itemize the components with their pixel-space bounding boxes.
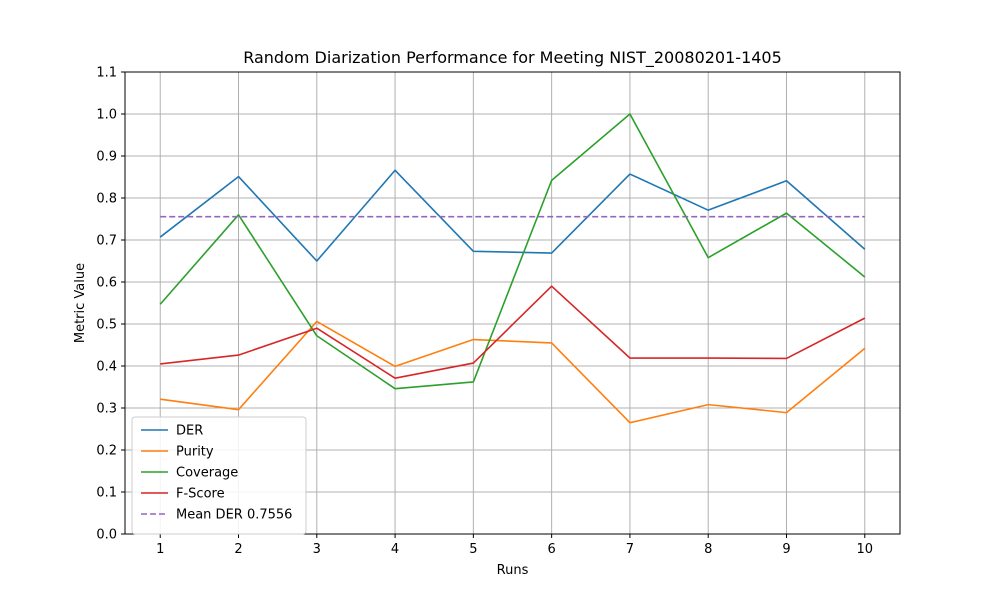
legend-label: F-Score [176,487,225,502]
legend-label: Purity [176,445,214,460]
series-lines [159,113,866,424]
y-tick-label: 1.1 [96,66,117,81]
legend-label: Coverage [176,466,238,481]
legend-label: Mean DER 0.7556 [176,508,292,523]
y-tick-label: 0.7 [96,234,117,249]
x-tick-label: 3 [313,542,321,557]
axis-ticks: 1 2 3 4 5 6 7 8 9 10 0.0 0.1 0.2 0.3 0.4 0.5 0.6 0.7 0.8 0.… [96,66,873,558]
legend: DER Purity Coverage F-Score Mean DER 0.7556 [131,416,307,535]
x-axis-label: Runs [497,563,529,578]
y-tick-label: 0.1 [96,486,117,501]
legend-box [131,416,307,535]
x-tick-label: 2 [234,542,242,557]
series-line-purity [160,320,866,424]
y-tick-label: 0.9 [96,150,117,165]
y-tick-label: 0.3 [96,402,117,417]
y-axis-label: Metric Value [73,263,88,343]
y-tick-label: 0.8 [96,192,117,207]
chart-title: Random Diarization Performance for Meeti… [243,48,782,68]
x-tick-label: 10 [856,542,873,557]
x-tick-label: 6 [548,542,556,557]
series-line-der [159,169,866,262]
legend-label: DER [176,424,203,439]
series-line-coverage [159,113,866,390]
x-tick-label: 7 [626,542,634,557]
y-tick-label: 0.5 [96,318,117,333]
x-tick-label: 9 [782,542,790,557]
x-tick-label: 5 [469,542,477,557]
plot-frame [124,71,901,535]
x-tick-label: 8 [704,542,712,557]
x-tick-label: 4 [391,542,399,557]
y-tick-label: 0.0 [96,528,117,543]
y-tick-label: 1.0 [96,108,117,123]
y-tick-label: 0.6 [96,276,117,291]
y-tick-label: 0.2 [96,444,117,459]
y-tick-label: 0.4 [96,360,117,375]
x-tick-label: 1 [156,542,164,557]
series-line-f-score [160,285,866,379]
